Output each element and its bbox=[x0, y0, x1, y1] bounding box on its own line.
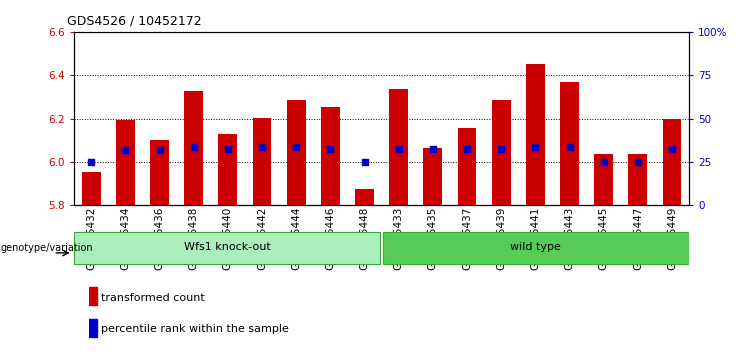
Bar bbox=[82, 172, 101, 205]
Point bbox=[632, 159, 644, 165]
Text: wild type: wild type bbox=[510, 242, 561, 252]
Text: percentile rank within the sample: percentile rank within the sample bbox=[101, 324, 288, 335]
Bar bbox=[389, 89, 408, 205]
Bar bbox=[560, 82, 579, 205]
Bar bbox=[458, 129, 476, 205]
Bar bbox=[219, 134, 237, 205]
FancyBboxPatch shape bbox=[383, 232, 689, 264]
Text: Wfs1 knock-out: Wfs1 knock-out bbox=[185, 242, 271, 252]
Bar bbox=[89, 287, 97, 305]
Point bbox=[325, 146, 336, 152]
Bar bbox=[150, 140, 169, 205]
Point bbox=[564, 144, 576, 150]
Bar bbox=[355, 189, 374, 205]
Point bbox=[222, 146, 234, 152]
Text: GDS4526 / 10452172: GDS4526 / 10452172 bbox=[67, 14, 202, 27]
Text: transformed count: transformed count bbox=[101, 292, 205, 303]
Point bbox=[85, 159, 97, 165]
Point bbox=[187, 144, 199, 150]
Bar bbox=[185, 91, 203, 205]
Point bbox=[256, 144, 268, 150]
Bar bbox=[287, 100, 305, 205]
Bar bbox=[116, 120, 135, 205]
Point bbox=[393, 147, 405, 152]
Point bbox=[666, 147, 678, 152]
FancyBboxPatch shape bbox=[74, 232, 380, 264]
Point bbox=[119, 147, 131, 153]
Bar bbox=[594, 154, 613, 205]
Point bbox=[461, 147, 473, 152]
Point bbox=[153, 147, 165, 153]
Bar bbox=[321, 107, 340, 205]
Point bbox=[359, 159, 370, 165]
Bar bbox=[662, 119, 682, 205]
Point bbox=[427, 147, 439, 152]
Bar bbox=[423, 148, 442, 205]
Bar bbox=[89, 319, 97, 337]
Point bbox=[290, 144, 302, 150]
Point bbox=[495, 146, 507, 152]
Bar bbox=[526, 64, 545, 205]
Bar bbox=[628, 154, 648, 205]
Bar bbox=[253, 118, 271, 205]
Text: genotype/variation: genotype/variation bbox=[1, 243, 93, 253]
Point bbox=[598, 159, 610, 165]
Bar bbox=[492, 100, 511, 205]
Point bbox=[529, 144, 541, 150]
